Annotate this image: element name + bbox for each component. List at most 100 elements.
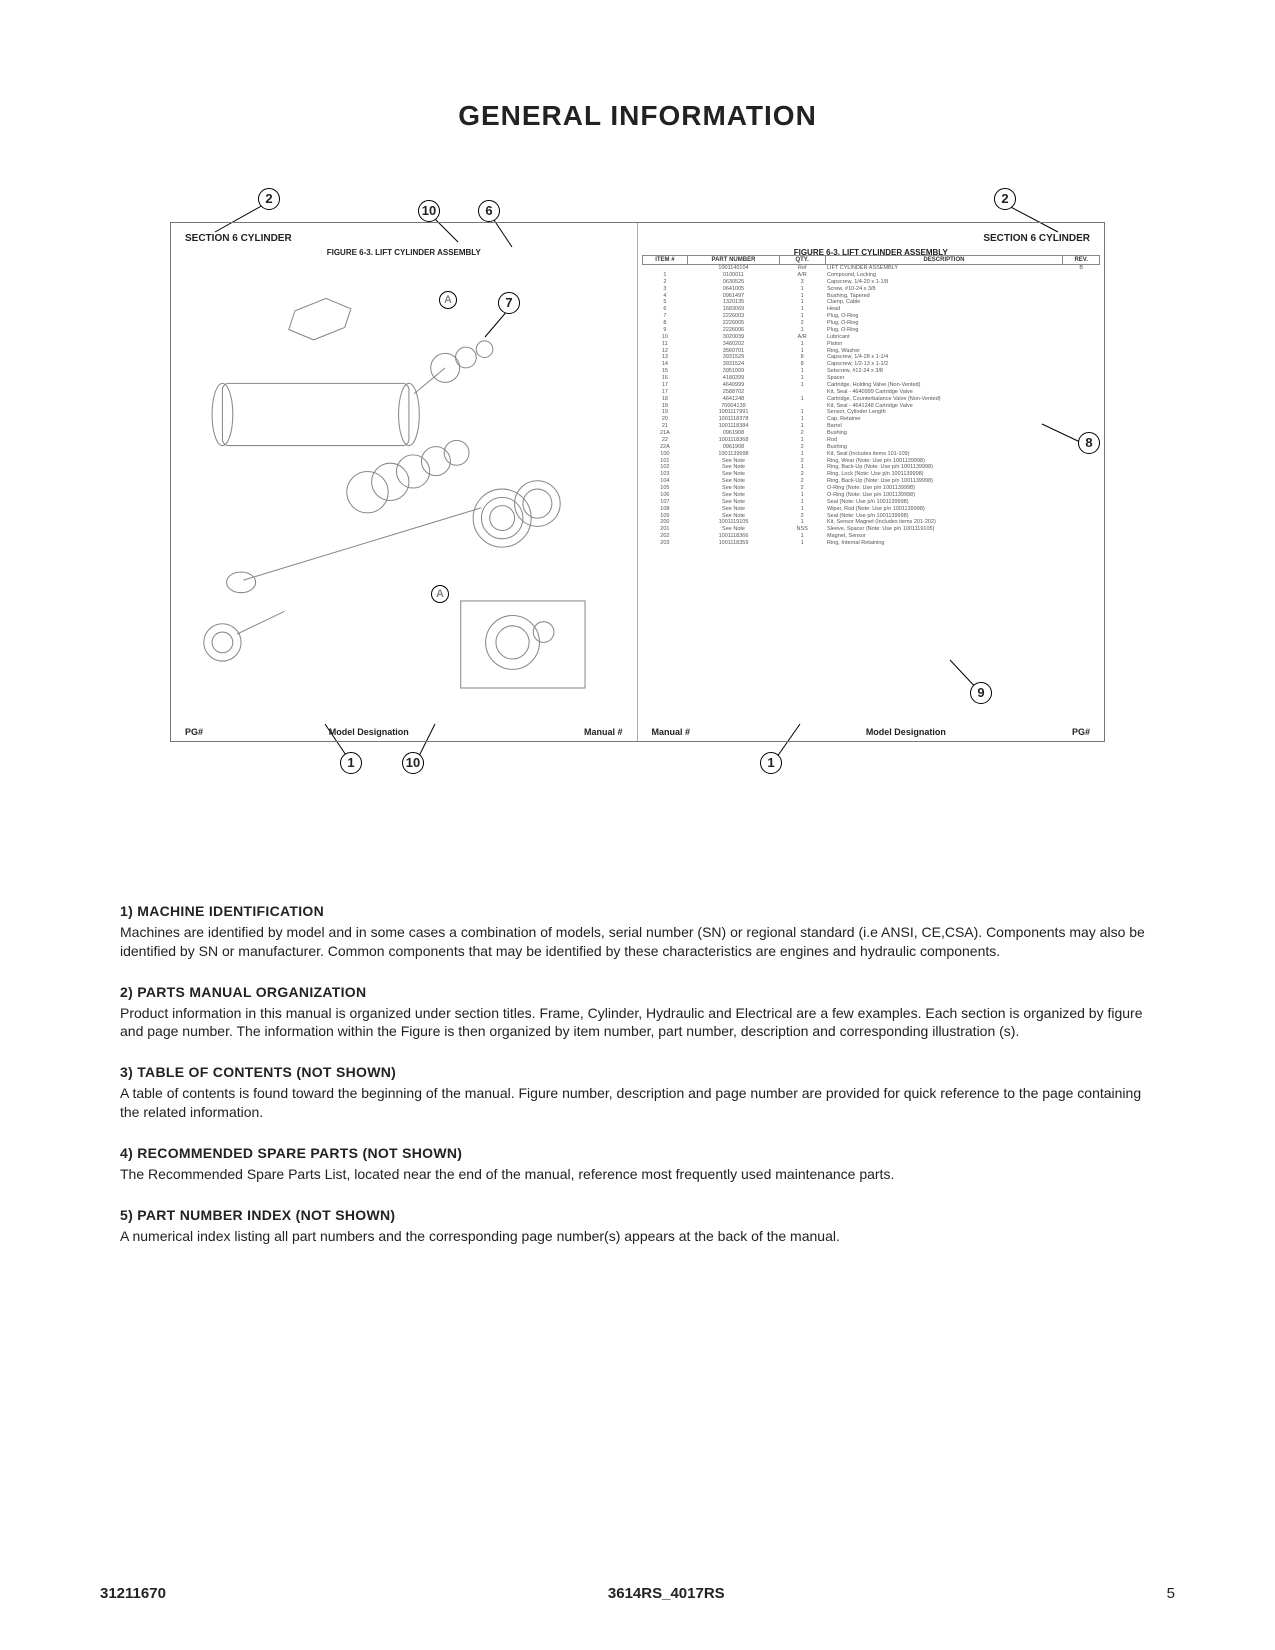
table-cell: Magnet, Sensor — [825, 533, 1063, 540]
table-cell: 18 — [642, 403, 688, 410]
right-panel-footer: Manual # Model Designation PG# — [638, 727, 1105, 737]
text-sections: 1) MACHINE IDENTIFICATIONMachines are id… — [120, 902, 1155, 1246]
left-panel-subtitle: FIGURE 6-3. LIFT CYLINDER ASSEMBLY — [185, 248, 623, 257]
table-cell: 1320135 — [688, 299, 780, 306]
table-cell: 3931524 — [688, 361, 780, 368]
table-cell: 1 — [779, 348, 825, 355]
table-cell: Clamp, Cable — [825, 299, 1063, 306]
table-cell — [1063, 540, 1100, 547]
footer-model: Model Designation — [246, 727, 491, 737]
table-cell — [779, 389, 825, 396]
table-cell: 1001118378 — [688, 416, 780, 423]
table-cell: 4641248 — [688, 396, 780, 403]
table-cell — [1063, 334, 1100, 341]
table-row: 1870004139Kit, Seal - 4641248 Cartridge … — [642, 403, 1100, 410]
table-cell: 14 — [642, 361, 688, 368]
table-cell: 2 — [779, 471, 825, 478]
table-cell: Setscrew, #12-24 x 3/8 — [825, 368, 1063, 375]
table-cell: 2 — [779, 320, 825, 327]
table-cell: Kit, Seal (Includes items 101-109) — [825, 451, 1063, 458]
table-cell — [1063, 354, 1100, 361]
table-cell: 107 — [642, 499, 688, 506]
table-cell — [1063, 533, 1100, 540]
table-cell — [1063, 348, 1100, 355]
table-row: 1846412481Cartridge, Counterbalance Valv… — [642, 396, 1100, 403]
table-cell: 1001140104 — [688, 265, 780, 272]
table-cell: Bushing, Tapered — [825, 293, 1063, 300]
table-cell: 12 — [642, 348, 688, 355]
table-row: 103020039A/RLubricant — [642, 334, 1100, 341]
table-cell — [1063, 526, 1100, 533]
table-cell: Screw, #10-24 x 3/8 — [825, 286, 1063, 293]
table-cell: Ring, Back-Up (Note: Use p/n 1001139998) — [825, 478, 1063, 485]
table-cell: 7 — [642, 313, 688, 320]
table-cell: 21 — [642, 423, 688, 430]
table-cell — [1063, 513, 1100, 520]
table-row: 922260061Plug, O-Ring — [642, 327, 1100, 334]
footer-pg-r: PG# — [1029, 727, 1090, 737]
th-partnum: PART NUMBER — [688, 256, 780, 265]
table-cell: 200 — [642, 519, 688, 526]
table-row: 1746409991Cartridge, Holding Valve (Non-… — [642, 382, 1100, 389]
table-cell: Cartridge, Counterbalance Valve (Non-Ven… — [825, 396, 1063, 403]
table-cell: 1 — [779, 416, 825, 423]
table-cell: 1 — [779, 423, 825, 430]
table-cell: 104 — [642, 478, 688, 485]
figure-left-panel: SECTION 6 CYLINDER FIGURE 6-3. LIFT CYLI… — [171, 223, 638, 741]
table-cell: Cartridge, Holding Valve (Non-Vented) — [825, 382, 1063, 389]
table-row: 10100011A/RCompound, Locking — [642, 272, 1100, 279]
table-cell: 2 — [779, 458, 825, 465]
callout-A-inset: A — [431, 585, 449, 603]
table-cell — [1063, 341, 1100, 348]
table-cell — [779, 403, 825, 410]
table-cell: Ring, Internal Retaining — [825, 540, 1063, 547]
table-cell: O-Ring (Note: Use p/n 1001139998) — [825, 485, 1063, 492]
table-cell: 8 — [642, 320, 688, 327]
table-cell — [1063, 382, 1100, 389]
table-row: 722260031Plug, O-Ring — [642, 313, 1100, 320]
table-cell: LIFT CYLINDER ASSEMBLY — [825, 265, 1063, 272]
table-row: 20210011183661Magnet, Sensor — [642, 533, 1100, 540]
table-row: 616830691Head — [642, 306, 1100, 313]
table-cell — [1063, 293, 1100, 300]
table-cell: See Note — [688, 458, 780, 465]
table-cell: 105 — [642, 485, 688, 492]
table-cell: 1 — [779, 519, 825, 526]
table-cell: 1001119105 — [688, 519, 780, 526]
table-row: 102See Note1Ring, Back-Up (Note: Use p/n… — [642, 464, 1100, 471]
section-body: Product information in this manual is or… — [120, 1004, 1155, 1042]
table-cell: 1 — [779, 533, 825, 540]
table-cell: Ring, Washer — [825, 348, 1063, 355]
table-cell: B — [1063, 265, 1100, 272]
table-cell: 10 — [642, 334, 688, 341]
table-row: 172588702Kit, Seal - 4640999 Cartridge V… — [642, 389, 1100, 396]
table-cell — [642, 265, 688, 272]
figure-frame: SECTION 6 CYLINDER FIGURE 6-3. LIFT CYLI… — [170, 222, 1105, 742]
table-row: 2110011183841Barrel — [642, 423, 1100, 430]
table-cell: Plug, O-Ring — [825, 313, 1063, 320]
table-cell: See Note — [688, 513, 780, 520]
table-cell: 22 — [642, 437, 688, 444]
th-desc: DESCRIPTION — [825, 256, 1063, 265]
section-title: 4) RECOMMENDED SPARE PARTS (NOT SHOWN) — [120, 1144, 1155, 1163]
table-cell: 4640999 — [688, 382, 780, 389]
section-title: 3) TABLE OF CONTENTS (NOT SHOWN) — [120, 1063, 1155, 1082]
footer-pg: PG# — [185, 727, 246, 737]
table-row: 201See NoteNSSSleeve, Spacer (Note: Use … — [642, 526, 1100, 533]
table-row: 1134802021Piston — [642, 341, 1100, 348]
table-cell — [1063, 485, 1100, 492]
table-cell — [1063, 299, 1100, 306]
table-cell: Plug, O-Ring — [825, 327, 1063, 334]
table-cell: 3951009 — [688, 368, 780, 375]
table-cell: Rod — [825, 437, 1063, 444]
section: 2) PARTS MANUAL ORGANIZATIONProduct info… — [120, 983, 1155, 1042]
table-cell — [1063, 313, 1100, 320]
callout-6: 6 — [478, 200, 500, 222]
table-cell: Ring, Lock (Note: Use p/n 1001139998) — [825, 471, 1063, 478]
table-cell: 0961497 — [688, 293, 780, 300]
parts-table-wrap: ITEM # PART NUMBER QTY. DESCRIPTION REV.… — [642, 255, 1101, 715]
table-row: 1439315248Capscrew, 1/2-13 x 1-1/2 — [642, 361, 1100, 368]
table-cell: 17 — [642, 389, 688, 396]
table-cell: NSS — [779, 526, 825, 533]
table-cell — [1063, 471, 1100, 478]
